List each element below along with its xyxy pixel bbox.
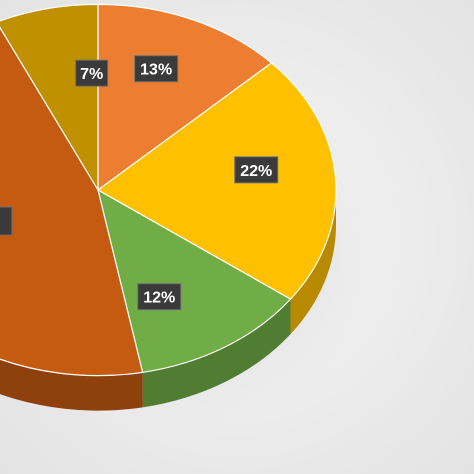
pie-slice-2 <box>97 188 292 374</box>
data-label-box-3 <box>0 206 13 236</box>
data-label-text-0: 13% <box>140 62 172 79</box>
data-label-4: 7% <box>75 59 109 87</box>
data-label-0: 13% <box>134 55 179 83</box>
pie-slice-0 <box>97 3 273 192</box>
data-label-text-1: 22% <box>240 163 272 180</box>
pie-slice-4 <box>0 3 99 193</box>
pie-side-1 <box>290 190 336 335</box>
data-label-1: 22% <box>234 156 279 184</box>
data-label-box-0 <box>134 55 179 83</box>
data-label-text-2: 12% <box>143 290 175 307</box>
data-label-box-1 <box>234 156 279 184</box>
data-label-box-2 <box>137 283 182 311</box>
pie-side-3 <box>0 359 143 411</box>
data-label-3 <box>0 206 13 236</box>
data-label-2: 12% <box>137 283 182 311</box>
pie-slice-3 <box>0 26 144 377</box>
pie-side-2 <box>142 299 291 408</box>
data-label-box-4 <box>75 59 109 87</box>
pie-slice-1 <box>96 62 337 300</box>
data-label-text-4: 7% <box>80 66 103 83</box>
